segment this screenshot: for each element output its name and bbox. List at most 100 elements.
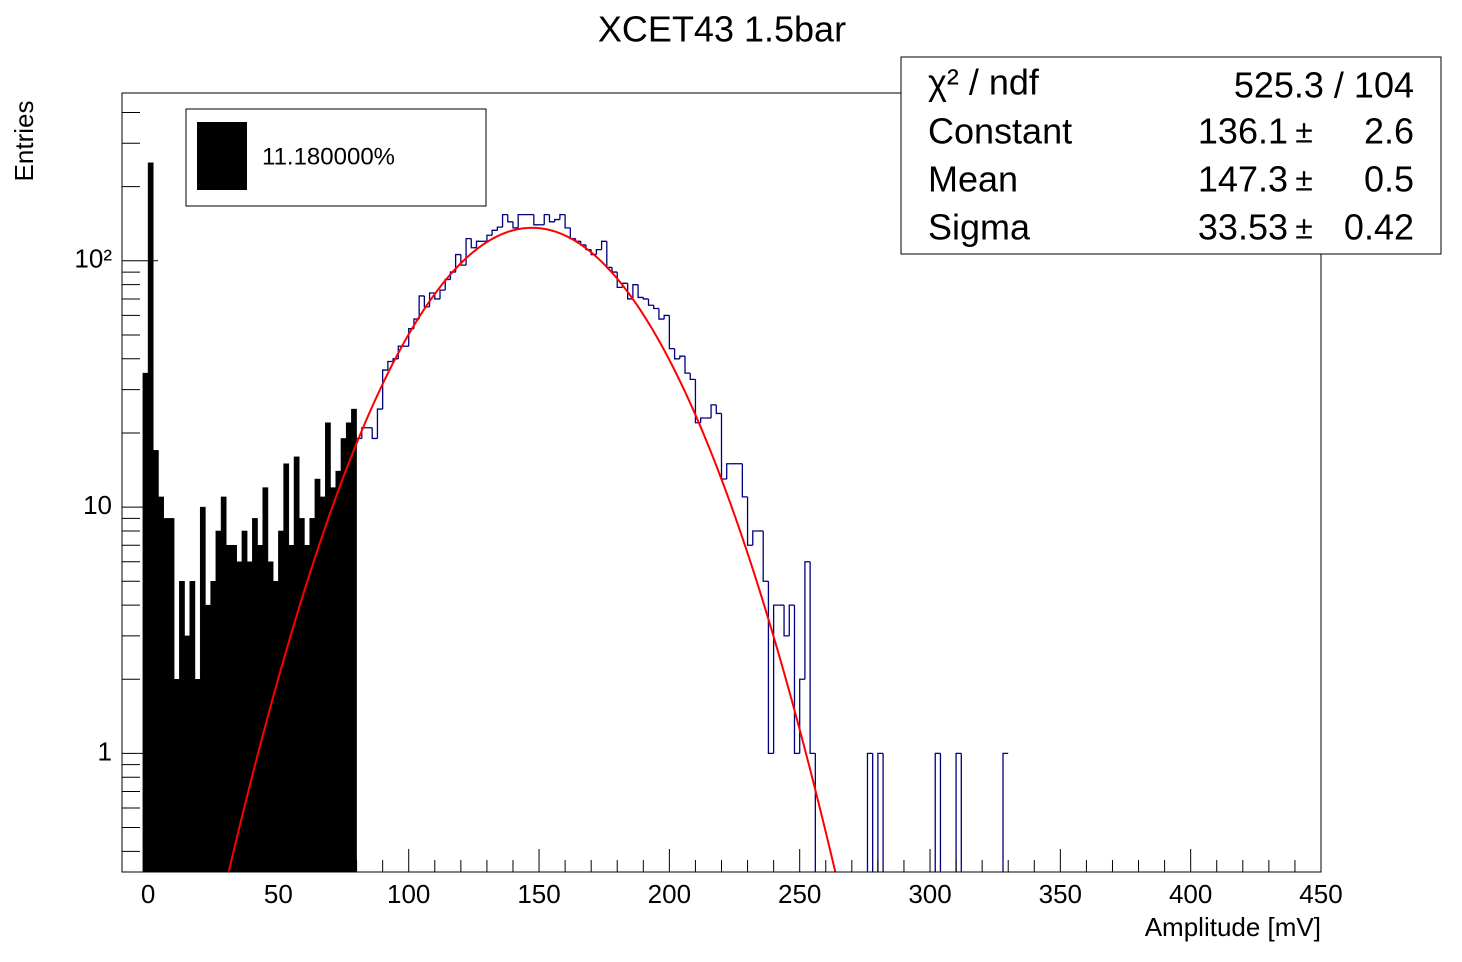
histogram-bar (184, 635, 191, 872)
histogram-bar (330, 487, 336, 872)
histogram-step (533, 214, 540, 226)
histogram-step (512, 221, 519, 229)
histogram-step (632, 284, 639, 299)
histogram-step (507, 214, 513, 223)
histogram-bar (314, 478, 321, 872)
histogram-step (439, 289, 446, 299)
legend: 11.180000% (185, 108, 487, 207)
axes: 0 50 100 150 200 250 300 350 400 450 1 10 10² (74, 112, 1343, 909)
histogram-step (361, 427, 368, 439)
histogram-step (371, 427, 378, 440)
stats-frame (900, 56, 1442, 255)
histogram-step (783, 605, 790, 637)
histogram-step (600, 240, 607, 250)
histogram-step (653, 305, 659, 310)
histogram-step (501, 213, 508, 228)
histogram-step (376, 408, 383, 439)
histogram-step (382, 369, 388, 410)
histogram-bar (267, 561, 274, 872)
histogram-bar (335, 470, 342, 872)
stats-error: 0.42 (1344, 207, 1414, 248)
histogram-bar (241, 530, 248, 872)
histogram-bar (319, 496, 326, 872)
histogram-step (882, 753, 884, 872)
histogram-step (741, 463, 748, 498)
histogram-step (809, 561, 816, 755)
histogram-step (486, 234, 493, 242)
histogram-bar (158, 496, 164, 872)
histogram-step (496, 226, 503, 231)
histogram-step (585, 244, 592, 251)
histogram-step (1002, 752, 1009, 872)
x-tick-label: 400 (1169, 879, 1212, 909)
x-tick-label: 300 (908, 879, 951, 909)
histogram-step (392, 358, 399, 362)
histogram-bar (220, 496, 227, 872)
chart-title: XCET43 1.5bar (598, 9, 846, 50)
histogram-step (595, 248, 602, 255)
histogram-bar (257, 545, 264, 872)
histogram-step (460, 254, 467, 266)
histogram-step (955, 752, 962, 872)
x-tick-label: 50 (264, 879, 293, 909)
y-axis-label: Entries (9, 101, 39, 182)
histogram-step (793, 605, 800, 755)
histogram-bar (298, 518, 305, 872)
histogram-bar (168, 518, 175, 872)
histogram-step (804, 561, 811, 680)
histogram-step (470, 238, 477, 249)
fit-curve (227, 226, 837, 872)
histogram-bar (252, 518, 258, 872)
histogram-step (559, 213, 566, 220)
histogram-step (449, 271, 456, 280)
histogram-bar (304, 545, 310, 872)
histogram-step (454, 253, 461, 273)
histogram-step (934, 752, 941, 872)
stats-value: 147.3 (1198, 159, 1288, 200)
histogram-bar (205, 604, 211, 872)
legend-swatch (197, 122, 247, 190)
y-tick-label: 10 (83, 490, 112, 520)
x-tick-label: 150 (517, 879, 560, 909)
histogram-step (788, 604, 795, 636)
histogram-bar (283, 463, 290, 872)
histogram-bar (226, 545, 232, 872)
stats-value: 525.3 / 104 (1234, 65, 1414, 106)
histogram-step (710, 404, 717, 419)
histogram-step (689, 373, 696, 381)
histogram-bar (189, 580, 196, 872)
histogram-step (647, 298, 654, 306)
histogram-bar (288, 545, 295, 872)
histogram-step (866, 752, 873, 872)
histogram-bar (142, 372, 149, 872)
y-tick-label: 1 (98, 736, 112, 766)
x-tick-label: 250 (778, 879, 821, 909)
histogram-step (517, 213, 524, 228)
x-tick-label: 450 (1299, 879, 1342, 909)
histogram-bar (147, 162, 154, 872)
histogram-bar (351, 408, 357, 872)
histogram-bar (293, 456, 300, 872)
x-axis-label: Amplitude [mV] (1145, 912, 1321, 942)
histogram-step (684, 356, 691, 374)
histogram-step (752, 530, 758, 546)
histogram-bar (231, 545, 237, 872)
stats-error: 0.5 (1364, 159, 1414, 200)
histogram-bar (345, 422, 352, 872)
histogram-step (715, 404, 722, 415)
histogram-bar (246, 561, 253, 872)
histogram-step (543, 213, 550, 225)
y-tick-label: 10² (74, 244, 112, 274)
histogram-bar (325, 422, 331, 872)
histogram-step (491, 229, 498, 236)
histogram-bar (153, 450, 159, 872)
histogram-step (877, 752, 884, 872)
histogram-step (548, 214, 555, 223)
x-tick-label: 350 (1039, 879, 1082, 909)
histogram-step (418, 295, 425, 320)
histogram-step (960, 753, 962, 872)
histogram-step (772, 604, 779, 754)
histogram-bar (173, 679, 180, 872)
